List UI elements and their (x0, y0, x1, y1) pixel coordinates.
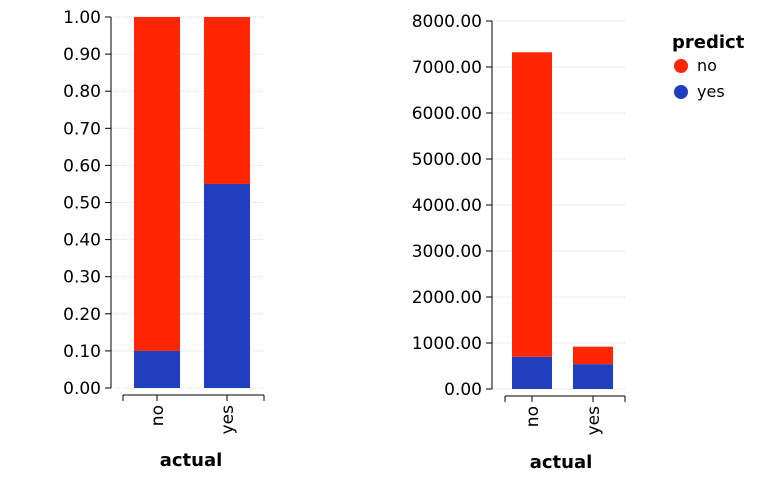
x-tick-label-yes: yes (218, 405, 238, 435)
legend-title: predict (672, 32, 745, 53)
normalized-bar-chart: 0.00 0.10 0.20 0.30 0.40 0.50 0.60 0.70 0.80 0.90… (63, 8, 265, 471)
count-bar-chart: 0.00 1000.00 2000.00 3000.00 4000.00 5000.00 6… (412, 12, 626, 473)
legend-marker-no (674, 59, 688, 73)
x-axis-title: actual (530, 452, 593, 473)
y-tick-label: 0.10 (63, 342, 101, 362)
x-tick-label-no: no (148, 405, 168, 426)
y-tick-label: 0.90 (63, 45, 101, 65)
legend: predict no yes (672, 32, 745, 101)
y-tick-label: 0.00 (444, 380, 482, 400)
y-tick-label: 0.00 (63, 379, 101, 399)
y-tick-label: 4000.00 (412, 196, 482, 216)
bar-yes-no (512, 356, 552, 389)
x-tick-label-no: no (523, 406, 543, 427)
bar-yes-yes (204, 183, 250, 388)
bar-no-no (512, 52, 552, 357)
y-tick-label: 8000.00 (412, 12, 482, 32)
y-tick-label: 1000.00 (412, 334, 482, 354)
y-tick-label: 7000.00 (412, 58, 482, 78)
y-tick-label: 1.00 (63, 8, 101, 28)
y-tick-label: 0.70 (63, 119, 101, 139)
legend-label-no: no (697, 56, 717, 75)
bar-no-no (134, 17, 180, 351)
y-tick-label: 0.20 (63, 305, 101, 325)
bar-yes-yes (573, 364, 613, 389)
y-tick-label: 3000.00 (412, 242, 482, 262)
y-tick-label: 0.80 (63, 82, 101, 102)
y-tick-label: 6000.00 (412, 104, 482, 124)
legend-label-yes: yes (697, 82, 725, 101)
bar-no-yes (204, 17, 250, 184)
x-axis-title: actual (160, 450, 223, 471)
bar-yes-no (134, 350, 180, 388)
bar-no-yes (573, 346, 613, 365)
y-tick-label: 0.60 (63, 156, 101, 176)
y-tick-label: 0.40 (63, 231, 101, 251)
y-tick-label: 0.30 (63, 268, 101, 288)
x-tick-label-yes: yes (584, 406, 604, 436)
y-tick-label: 0.50 (63, 194, 101, 214)
legend-marker-yes (674, 85, 688, 99)
y-tick-label: 5000.00 (412, 150, 482, 170)
y-tick-label: 2000.00 (412, 288, 482, 308)
